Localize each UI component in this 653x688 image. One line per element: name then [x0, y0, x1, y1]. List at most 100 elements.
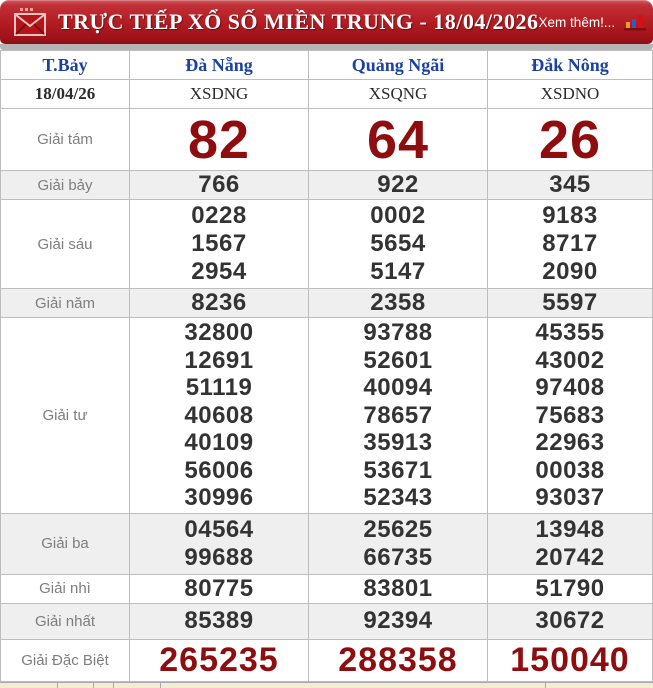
prize-label: Giải nhì [0, 573, 130, 604]
column-header-da-nang[interactable]: Đà Nẵng [129, 50, 309, 80]
prize-number: 0002 [370, 202, 426, 229]
prize-row: Giải sáu 0228 1567 2954 0002 5654 5147 9183 8717… [0, 199, 653, 289]
prize-number: 288358 [338, 641, 458, 679]
column-header-dak-nong[interactable]: Đắk Nông [487, 50, 653, 80]
prize-number: 51790 [535, 574, 605, 602]
prize-row: Giải nhất 85389 92394 30672 [0, 602, 653, 640]
prize-number: 99688 [184, 543, 254, 571]
prize-cell: 9183 8717 2090 [487, 199, 653, 289]
prize-number: 92394 [363, 607, 433, 634]
prize-number: 150040 [510, 641, 630, 679]
strip-divider [113, 682, 114, 688]
prize-number: 45355 [535, 319, 605, 346]
prize-number: 2954 [191, 258, 247, 285]
prize-cell: 83801 [308, 573, 488, 604]
prize-cell: 288358 [308, 638, 488, 682]
prize-row: Giải tám 82 64 26 [0, 108, 653, 171]
header-divider [0, 44, 653, 50]
prize-number: 2090 [542, 258, 598, 285]
prize-number: 2358 [370, 289, 426, 316]
prize-row: Giải tư 32800 12691 51119 40608 40109 56006 309… [0, 317, 653, 514]
prize-number: 30996 [184, 484, 254, 511]
prize-number: 75683 [535, 401, 605, 429]
prize-number: 93037 [535, 484, 605, 511]
strip-divider [93, 682, 94, 688]
prize-cell: 8236 [129, 288, 309, 318]
prize-number: 40109 [184, 429, 254, 456]
prize-cell: 766 [129, 170, 309, 200]
prize-cell: 265235 [129, 638, 309, 682]
prize-number: 52601 [363, 346, 433, 374]
prize-cell: 25625 66735 [308, 512, 488, 575]
prize-cell: 0228 1567 2954 [129, 199, 309, 289]
prize-cell: 45355 43002 97408 75683 22963 00038 93037 [487, 317, 653, 514]
prize-cell: 0002 5654 5147 [308, 199, 488, 289]
prize-label: Giải tám [0, 108, 130, 171]
strip-divider [160, 682, 161, 688]
prize-label: Giải tư [0, 317, 130, 514]
prize-number: 5597 [542, 289, 598, 316]
prize-number: 345 [549, 171, 591, 198]
prize-cell: 150040 [487, 638, 653, 682]
prize-cell: 80775 [129, 573, 309, 604]
prize-number: 1567 [191, 230, 247, 257]
prize-cell: 93788 52601 40094 78657 35913 53671 52343 [308, 317, 488, 514]
prize-row: Giải bảy 766 922 345 [0, 170, 653, 200]
strip-divider [57, 682, 58, 688]
prize-number: 78657 [363, 401, 433, 429]
prize-number: 43002 [535, 346, 605, 374]
column-header-day[interactable]: T.Bảy [0, 50, 130, 80]
results-table: T.Bảy Đà Nẵng Quảng Ngãi Đắk Nông 18/04/… [0, 50, 653, 682]
prize-cell: 26 [487, 108, 653, 171]
prize-number: 52343 [363, 484, 433, 511]
prize-number: 22963 [535, 429, 605, 456]
next-table-edge [0, 681, 653, 688]
prize-number: 25625 [363, 515, 433, 543]
results-body: Giải tám 82 64 26 Giải bảy 766 922 345 Giải sáu 0… [0, 108, 653, 682]
station-code: XSQNG [308, 79, 488, 109]
prize-label: Giải ba [0, 512, 130, 575]
prize-cell: 30672 [487, 602, 653, 640]
prize-number: 83801 [363, 574, 433, 602]
draw-date: 18/04/26 [0, 79, 130, 109]
column-header-quang-ngai[interactable]: Quảng Ngãi [308, 50, 488, 80]
prize-cell: 82 [129, 108, 309, 171]
page-title: TRỰC TIẾP XỔ SỐ MIỀN TRUNG - 18/04/2026 [58, 9, 539, 34]
prize-number: 26 [538, 109, 602, 170]
prize-label: Giải nhất [0, 602, 130, 640]
prize-number: 265235 [159, 641, 279, 679]
station-code: XSDNO [487, 79, 653, 109]
prize-number: 13948 [535, 515, 605, 543]
bar-chart-icon[interactable] [623, 12, 647, 32]
prize-number: 766 [198, 171, 240, 198]
prize-cell: 85389 [129, 602, 309, 640]
prize-label: Giải bảy [0, 170, 130, 200]
prize-number: 40094 [363, 374, 433, 401]
prize-number: 922 [377, 171, 419, 198]
prize-number: 8236 [191, 289, 247, 316]
prize-number: 04564 [184, 515, 254, 543]
prize-cell: 345 [487, 170, 653, 200]
prize-cell: 64 [308, 108, 488, 171]
prize-number: 35913 [363, 429, 433, 456]
prize-number: 32800 [184, 319, 254, 346]
prize-number: 5654 [370, 230, 426, 257]
prize-number: 9183 [542, 202, 598, 229]
strip-divider [545, 682, 546, 688]
prize-number: 80775 [184, 574, 254, 602]
station-code-row: 18/04/26 XSDNG XSQNG XSDNO [0, 79, 653, 109]
prize-number: 12691 [184, 346, 254, 374]
prize-number: 53671 [363, 456, 433, 484]
prize-number: 00038 [535, 456, 605, 484]
prize-cell: 92394 [308, 602, 488, 640]
prize-number: 0228 [191, 202, 247, 229]
station-code: XSDNG [129, 79, 309, 109]
prize-cell: 5597 [487, 288, 653, 318]
prize-row: Giải nhì 80775 83801 51790 [0, 573, 653, 604]
prize-cell: 32800 12691 51119 40608 40109 56006 30996 [129, 317, 309, 514]
prize-number: 85389 [184, 607, 254, 634]
see-more-link[interactable]: Xem thêm!... [538, 14, 616, 30]
prize-number: 66735 [363, 543, 433, 571]
envelope-icon [12, 6, 48, 38]
